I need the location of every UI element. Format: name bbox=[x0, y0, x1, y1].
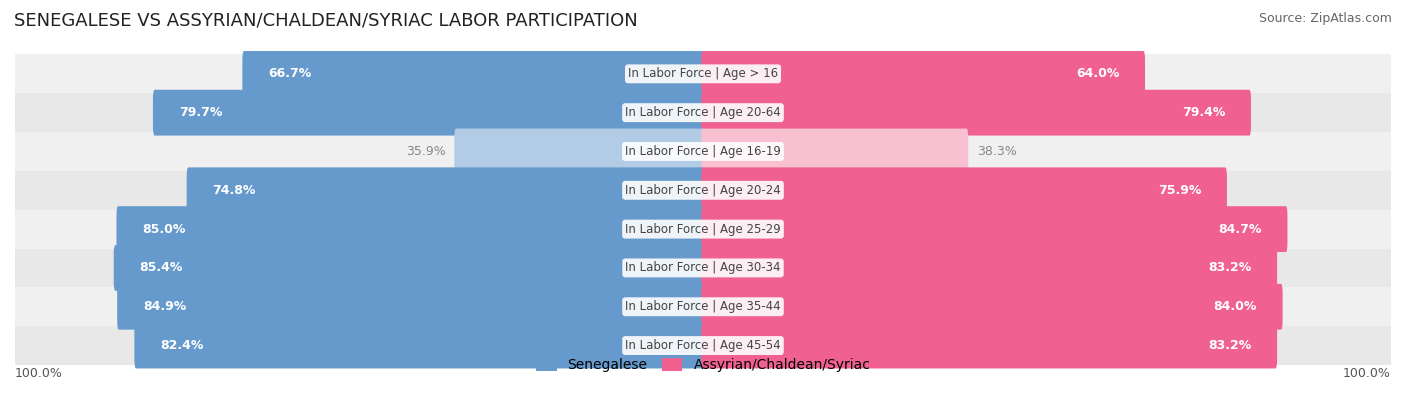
Bar bbox=[15, 287, 1391, 326]
FancyBboxPatch shape bbox=[135, 323, 704, 369]
Text: 66.7%: 66.7% bbox=[269, 67, 312, 80]
Text: In Labor Force | Age 20-64: In Labor Force | Age 20-64 bbox=[626, 106, 780, 119]
FancyBboxPatch shape bbox=[702, 323, 1277, 369]
FancyBboxPatch shape bbox=[702, 129, 969, 174]
Text: In Labor Force | Age 35-44: In Labor Force | Age 35-44 bbox=[626, 300, 780, 313]
Text: 82.4%: 82.4% bbox=[160, 339, 204, 352]
Text: 79.7%: 79.7% bbox=[179, 106, 222, 119]
Text: SENEGALESE VS ASSYRIAN/CHALDEAN/SYRIAC LABOR PARTICIPATION: SENEGALESE VS ASSYRIAN/CHALDEAN/SYRIAC L… bbox=[14, 12, 638, 30]
Text: 79.4%: 79.4% bbox=[1182, 106, 1225, 119]
Text: 35.9%: 35.9% bbox=[406, 145, 446, 158]
Text: 83.2%: 83.2% bbox=[1208, 339, 1251, 352]
FancyBboxPatch shape bbox=[702, 284, 1282, 330]
Bar bbox=[15, 248, 1391, 287]
FancyBboxPatch shape bbox=[153, 90, 704, 135]
FancyBboxPatch shape bbox=[114, 245, 704, 291]
FancyBboxPatch shape bbox=[702, 206, 1288, 252]
Bar bbox=[15, 55, 1391, 93]
Text: 85.4%: 85.4% bbox=[139, 261, 183, 275]
Bar bbox=[15, 132, 1391, 171]
Text: 75.9%: 75.9% bbox=[1157, 184, 1201, 197]
FancyBboxPatch shape bbox=[702, 245, 1277, 291]
Text: 85.0%: 85.0% bbox=[142, 223, 186, 235]
Text: In Labor Force | Age 20-24: In Labor Force | Age 20-24 bbox=[626, 184, 780, 197]
Bar bbox=[15, 93, 1391, 132]
Text: 100.0%: 100.0% bbox=[15, 367, 63, 380]
Text: In Labor Force | Age 25-29: In Labor Force | Age 25-29 bbox=[626, 223, 780, 235]
FancyBboxPatch shape bbox=[187, 167, 704, 213]
Bar bbox=[15, 210, 1391, 248]
Text: 84.9%: 84.9% bbox=[143, 300, 186, 313]
FancyBboxPatch shape bbox=[702, 167, 1227, 213]
Bar bbox=[15, 326, 1391, 365]
FancyBboxPatch shape bbox=[702, 51, 1144, 97]
Text: In Labor Force | Age > 16: In Labor Force | Age > 16 bbox=[628, 67, 778, 80]
Text: 100.0%: 100.0% bbox=[1343, 367, 1391, 380]
Text: 64.0%: 64.0% bbox=[1076, 67, 1119, 80]
Text: 38.3%: 38.3% bbox=[977, 145, 1017, 158]
Text: 74.8%: 74.8% bbox=[212, 184, 256, 197]
FancyBboxPatch shape bbox=[117, 206, 704, 252]
Text: In Labor Force | Age 16-19: In Labor Force | Age 16-19 bbox=[626, 145, 780, 158]
Text: In Labor Force | Age 30-34: In Labor Force | Age 30-34 bbox=[626, 261, 780, 275]
FancyBboxPatch shape bbox=[117, 284, 704, 330]
Text: 83.2%: 83.2% bbox=[1208, 261, 1251, 275]
Bar bbox=[15, 171, 1391, 210]
Text: 84.7%: 84.7% bbox=[1218, 223, 1261, 235]
FancyBboxPatch shape bbox=[454, 129, 704, 174]
Text: Source: ZipAtlas.com: Source: ZipAtlas.com bbox=[1258, 12, 1392, 25]
Text: 84.0%: 84.0% bbox=[1213, 300, 1257, 313]
Text: In Labor Force | Age 45-54: In Labor Force | Age 45-54 bbox=[626, 339, 780, 352]
FancyBboxPatch shape bbox=[242, 51, 704, 97]
FancyBboxPatch shape bbox=[702, 90, 1251, 135]
Legend: Senegalese, Assyrian/Chaldean/Syriac: Senegalese, Assyrian/Chaldean/Syriac bbox=[530, 353, 876, 378]
